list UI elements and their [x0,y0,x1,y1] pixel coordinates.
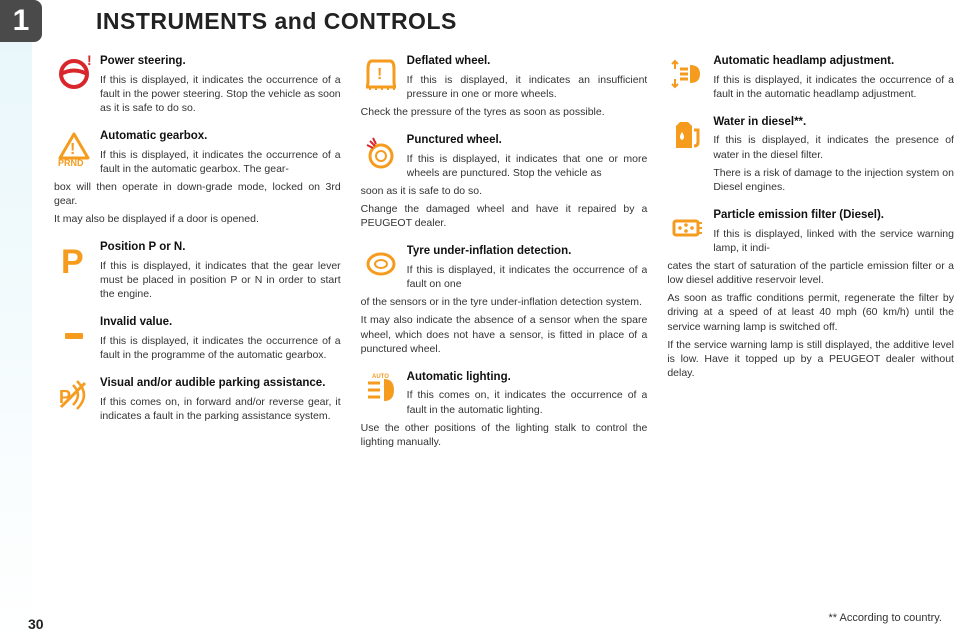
item-text: If this comes on, it indicates the occur… [407,388,648,416]
auto-lighting-icon: AUTO [361,370,401,410]
item-text: If this is displayed, it indicates the o… [407,263,648,291]
column-3: Automatic headlamp adjustment. If this i… [667,54,954,449]
svg-text:!: ! [87,55,92,68]
position-p-icon: P [54,240,94,280]
item-text: of the sensors or in the tyre under-infl… [361,295,648,309]
gearbox-warning-icon: ! PRND [54,129,94,169]
dash-icon [54,315,94,355]
item-title: Automatic gearbox. [100,129,341,145]
chapter-tab: 1 [0,0,42,42]
item-text: Change the damaged wheel and have it rep… [361,202,648,230]
item-title: Automatic lighting. [407,370,648,386]
particle-filter-icon [667,208,707,248]
footnote: ** According to country. [828,612,942,624]
item-deflated-wheel: ! Deflated wheel. If this is displayed, … [361,54,648,119]
item-particle-filter: Particle emission filter (Diesel). If th… [667,208,954,380]
content-grid: ! Power steering. If this is displayed, … [54,54,954,449]
item-title: Particle emission filter (Diesel). [713,208,954,224]
svg-text:PRND: PRND [58,158,84,168]
item-invalid-value: Invalid value. If this is displayed, it … [54,315,341,362]
item-title: Visual and/or audible parking assistance… [100,376,341,392]
item-text: If this is displayed, it indicates the o… [713,73,954,101]
item-text: If this is displayed, it indicates that … [407,152,648,180]
item-text: If this is displayed, it indicates the p… [713,133,954,161]
steering-wheel-icon: ! [54,54,94,94]
item-text: If this is displayed, linked with the se… [713,227,954,255]
item-text: soon as it is safe to do so. [361,184,648,198]
item-auto-headlamp: Automatic headlamp adjustment. If this i… [667,54,954,101]
item-text: If this comes on, in forward and/or reve… [100,395,341,423]
item-text: If this is displayed, it indicates the o… [100,148,341,176]
item-text: As soon as traffic conditions permit, re… [667,291,954,334]
item-auto-lighting: AUTO Automatic lighting. If this comes o… [361,370,648,449]
item-water-diesel: Water in diesel**. If this is displayed,… [667,115,954,194]
svg-text:!: ! [377,66,382,83]
item-text: There is a risk of damage to the injecti… [713,166,954,194]
item-title: Tyre under-inflation detection. [407,244,648,260]
item-auto-gearbox: ! PRND Automatic gearbox. If this is dis… [54,129,341,226]
svg-text:!: ! [70,141,75,158]
item-text: If this is displayed, it indicates an in… [407,73,648,101]
headlamp-adjust-icon [667,54,707,94]
item-text: If this is displayed, it indicates that … [100,259,341,302]
item-text: box will then operate in down-grade mode… [54,180,341,208]
item-text: Check the pressure of the tyres as soon … [361,105,648,119]
parking-assist-icon: P [54,376,94,416]
item-text: If this is displayed, it indicates the o… [100,334,341,362]
fuel-water-icon [667,115,707,155]
tyre-sensor-icon [361,244,401,284]
item-text: cates the start of saturation of the par… [667,259,954,287]
item-text: It may also indicate the absence of a se… [361,313,648,356]
svg-text:P: P [61,243,84,279]
punctured-tyre-icon [361,133,401,173]
page-title: INSTRUMENTS and CONTROLS [96,8,457,35]
item-title: Deflated wheel. [407,54,648,70]
item-title: Invalid value. [100,315,341,331]
item-tyre-under-inflation: Tyre under-inflation detection. If this … [361,244,648,356]
item-power-steering: ! Power steering. If this is displayed, … [54,54,341,115]
item-text: It may also be displayed if a door is op… [54,212,341,226]
item-text: If the service warning lamp is still dis… [667,338,954,381]
item-text: If this is displayed, it indicates the o… [100,73,341,116]
item-title: Water in diesel**. [713,115,954,131]
column-2: ! Deflated wheel. If this is displayed, … [361,54,648,449]
item-punctured-wheel: Punctured wheel. If this is displayed, i… [361,133,648,230]
item-position-pn: P Position P or N. If this is displayed,… [54,240,341,301]
item-title: Position P or N. [100,240,341,256]
deflated-tyre-icon: ! [361,54,401,94]
column-1: ! Power steering. If this is displayed, … [54,54,341,449]
item-text: Use the other positions of the lighting … [361,421,648,449]
left-stripe [0,42,32,640]
item-title: Power steering. [100,54,341,70]
page-number: 30 [28,616,44,632]
svg-text:AUTO: AUTO [372,374,389,380]
item-title: Automatic headlamp adjustment. [713,54,954,70]
item-title: Punctured wheel. [407,133,648,149]
item-parking-assist: P Visual and/or audible parking assistan… [54,376,341,423]
